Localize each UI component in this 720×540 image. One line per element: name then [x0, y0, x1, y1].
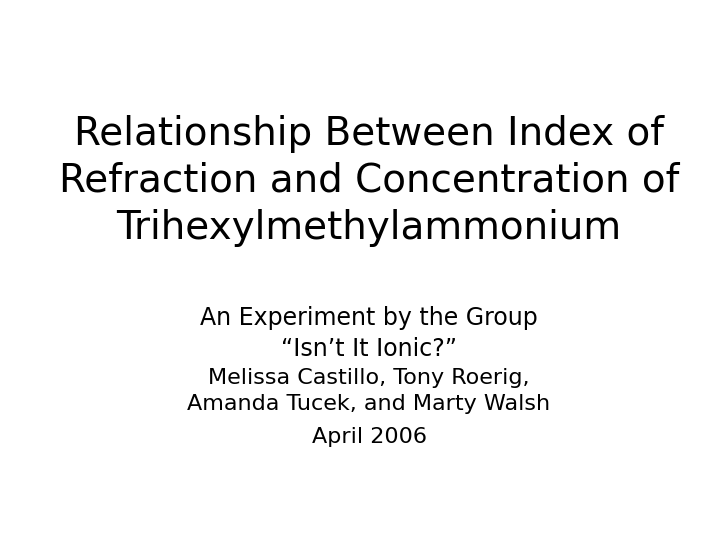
Text: Relationship Between Index of
Refraction and Concentration of
Trihexylmethylammo: Relationship Between Index of Refraction…	[59, 114, 679, 247]
Text: An Experiment by the Group
“Isn’t It Ionic?”: An Experiment by the Group “Isn’t It Ion…	[200, 306, 538, 361]
Text: Melissa Castillo, Tony Roerig,
Amanda Tucek, and Marty Walsh: Melissa Castillo, Tony Roerig, Amanda Tu…	[187, 368, 551, 414]
Text: April 2006: April 2006	[312, 427, 426, 447]
